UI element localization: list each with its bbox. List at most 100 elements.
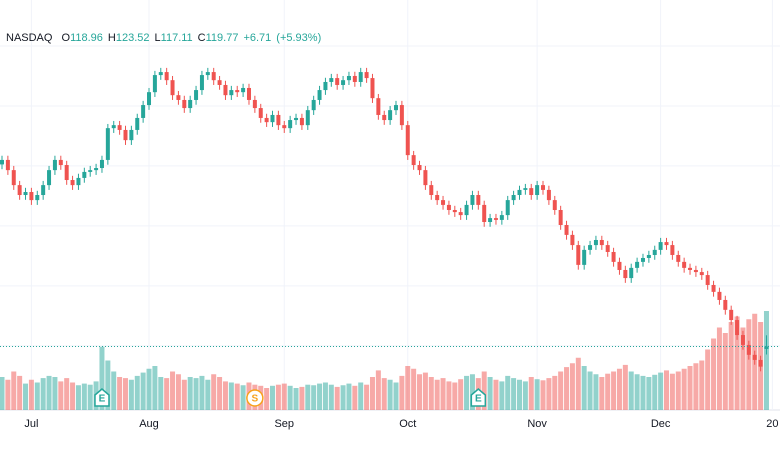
- volume-bar: [199, 375, 205, 410]
- volume-bar: [117, 377, 123, 410]
- candle-body: [35, 195, 40, 201]
- candle-body: [552, 200, 557, 211]
- volume-bar: [587, 371, 593, 410]
- candle-body: [382, 114, 387, 121]
- candle-body: [411, 155, 416, 166]
- candle-body: [576, 245, 581, 265]
- candle-body: [194, 90, 199, 100]
- volume-bar: [164, 378, 170, 410]
- candle-body: [94, 168, 99, 171]
- x-tick-label: Nov: [527, 418, 547, 430]
- ohlc-value: 117.11: [160, 32, 193, 44]
- candle-body: [223, 84, 228, 96]
- volume-bar: [317, 383, 323, 410]
- volume-bar: [728, 322, 734, 410]
- volume-bar: [464, 375, 470, 410]
- volume-bar: [358, 382, 364, 410]
- volume-bar: [552, 375, 558, 410]
- x-tick-label: Jul: [24, 418, 38, 430]
- volume-bar: [434, 379, 440, 410]
- volume-bar: [581, 366, 587, 410]
- volume-bar: [11, 371, 17, 410]
- candle-body: [41, 185, 46, 196]
- candle-body: [199, 75, 204, 91]
- candle-body: [358, 72, 363, 82]
- candle-body: [505, 200, 510, 216]
- candle-body: [452, 210, 457, 213]
- volume-bar: [716, 327, 722, 410]
- candle-body: [241, 87, 246, 93]
- change-percent: (+5.93%): [276, 32, 322, 44]
- candle-body: [517, 189, 522, 196]
- volume-bar: [275, 384, 281, 410]
- volume-bar: [593, 374, 599, 410]
- candle-body: [764, 346, 769, 349]
- candle-body: [276, 114, 281, 126]
- volume-bar: [146, 368, 152, 410]
- candle-body: [252, 99, 257, 109]
- candle-body: [393, 105, 398, 111]
- volume-bar: [187, 377, 193, 410]
- volume-bar: [575, 357, 581, 410]
- symbol-header: NASDAQ O118.96 H123.52 L117.11 C119.77 +6.71…: [6, 32, 326, 44]
- volume-bar: [311, 385, 317, 410]
- candle-body: [164, 72, 169, 81]
- candle-body: [170, 80, 175, 96]
- candle-body: [435, 195, 440, 201]
- candle-body: [705, 275, 710, 285]
- candle-body: [258, 108, 263, 118]
- volume-bar: [599, 377, 605, 410]
- volume-bar: [528, 377, 534, 410]
- candle-body: [640, 257, 645, 262]
- volume-bar: [152, 366, 158, 410]
- candle-body: [758, 359, 763, 367]
- candle-body: [123, 129, 128, 141]
- volume-bar: [81, 383, 87, 410]
- ohlc-key: L: [154, 32, 161, 44]
- candle-body: [176, 95, 181, 100]
- candle-body: [441, 200, 446, 205]
- candle-body: [523, 188, 528, 190]
- volume-bar: [558, 371, 564, 410]
- volume-bar: [646, 377, 652, 410]
- candle-body: [376, 98, 381, 115]
- candle-body: [693, 269, 698, 273]
- volume-bar: [217, 377, 223, 410]
- candle-body: [682, 261, 687, 268]
- candle-body: [317, 90, 322, 100]
- candle-body: [352, 75, 357, 82]
- candle-body: [288, 120, 293, 129]
- candle-body: [235, 90, 240, 93]
- volume-bar: [352, 385, 358, 410]
- x-tick-label: Oct: [399, 418, 416, 430]
- volume-bar: [175, 374, 181, 410]
- volume-bar: [387, 379, 393, 410]
- volume-bar: [70, 382, 76, 410]
- volume-bar: [640, 375, 646, 410]
- ohlc-key: H: [107, 32, 116, 44]
- volume-bar: [481, 371, 487, 410]
- candle-body: [588, 245, 593, 250]
- candles: [0, 67, 769, 372]
- candle-body: [117, 125, 122, 130]
- candle-body: [282, 125, 287, 129]
- candle-body: [29, 192, 34, 201]
- candle-body: [617, 261, 622, 270]
- candle-body: [211, 72, 216, 81]
- candle-body: [364, 72, 369, 79]
- volume-bar: [46, 375, 52, 410]
- candle-body: [488, 218, 493, 222]
- candle-body: [105, 128, 110, 160]
- volume-bar: [240, 385, 246, 410]
- candle-body: [270, 114, 275, 123]
- candle-body: [99, 159, 104, 169]
- candle-body: [541, 185, 546, 190]
- volume-bar: [287, 385, 293, 410]
- volume-bar: [234, 383, 240, 410]
- candle-body: [129, 129, 134, 141]
- x-tick-label: Aug: [139, 418, 159, 430]
- volume-bar: [452, 382, 458, 410]
- candle-body: [399, 105, 404, 126]
- volume-bar: [399, 375, 405, 410]
